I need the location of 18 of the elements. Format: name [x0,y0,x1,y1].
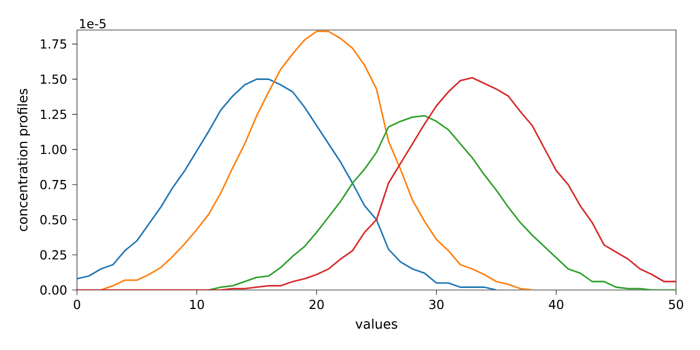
y-tick-label: 1.75 [40,39,66,49]
x-tick-label: 10 [190,300,204,310]
y-axis-title: concentration profiles [17,88,30,232]
y-tick-label: 1.25 [40,110,66,120]
y-tick-label: 1.00 [40,144,66,154]
x-tick-label: 40 [548,300,564,310]
x-tick-label: 50 [669,300,684,310]
x-tick-label: 0 [74,300,80,310]
line-series [100,30,533,290]
x-tick-label: 30 [429,300,444,310]
y-tick-label: 0.00 [40,285,66,295]
x-tick-label: 20 [310,300,324,310]
y-tick-label: 0.75 [40,180,66,190]
y-tick-label: 1.50 [40,74,66,84]
y-tick-label: 0.25 [40,250,66,260]
x-axis-title: values [356,318,398,329]
y-tick-label: 0.50 [40,215,66,224]
text: 1e-5 [80,19,106,28]
